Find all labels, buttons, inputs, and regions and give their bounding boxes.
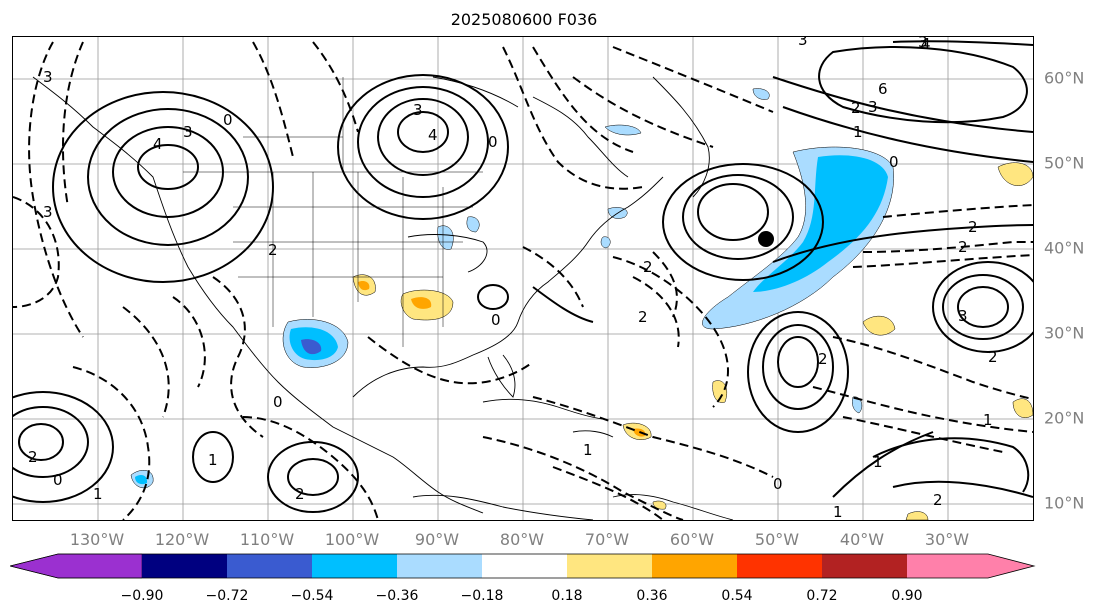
lat-label: 20°N [1044, 408, 1085, 428]
colorbar-tick: −0.36 [375, 588, 419, 604]
contour-label: 2 [268, 241, 278, 259]
colorbar-segment [10, 553, 143, 579]
colorbar [10, 553, 1036, 579]
lon-label: 40°W [839, 530, 885, 549]
contour-label: 3 [918, 37, 928, 51]
contour-label: 2 [958, 238, 968, 256]
colorbar-segment [227, 554, 312, 578]
contour-label: 3 [43, 203, 53, 221]
contour-label: 2 [638, 308, 648, 326]
colorbar-segment [652, 554, 737, 578]
map-canvas: 3 3 4 0 2 4 3 3 3 6 4 3 2 2 2 1 0 2 2 3 … [13, 37, 1033, 520]
map-panel: 3 3 4 0 2 4 3 3 3 6 4 3 2 2 2 1 0 2 2 3 … [12, 36, 1034, 521]
colorbar-tick: 0.90 [891, 588, 923, 604]
negative-contours [13, 41, 1033, 520]
colorbar-segment [312, 554, 397, 578]
contour-label: 2 [851, 99, 861, 117]
lon-label: 30°W [924, 530, 970, 549]
lon-label: 110°W [239, 530, 295, 549]
lon-label: 80°W [499, 530, 545, 549]
contour-label: 0 [53, 471, 63, 489]
contour-label: 3 [798, 37, 808, 49]
lat-label: 40°N [1044, 238, 1085, 258]
colorbar-tick: −0.18 [460, 588, 504, 604]
contour-label: 1 [208, 451, 218, 469]
contour-label: 2 [818, 350, 828, 368]
contour-label: 3 [413, 101, 423, 119]
contour-label: 1 [853, 123, 863, 141]
contour-label: 0 [223, 111, 233, 129]
colorbar-tick: 0.72 [806, 588, 838, 604]
colorbar-tick: 0.36 [636, 588, 668, 604]
contour-label: 2 [933, 491, 943, 509]
contour-label: 3 [868, 98, 878, 116]
colorbar-segment [822, 554, 907, 578]
colorbar-tick: 0.54 [721, 588, 753, 604]
contour-label: 1 [873, 453, 883, 471]
contour-label: 1 [583, 441, 593, 459]
state-borders [183, 77, 483, 347]
contour-label: 3 [183, 123, 193, 141]
contour-label: 2 [643, 258, 653, 276]
colorbar-segment [567, 554, 652, 578]
lon-label: 100°W [324, 530, 380, 549]
contour-label: 0 [773, 475, 783, 493]
colorbar-segment [907, 554, 1034, 578]
colorbar-segment [142, 554, 227, 578]
contour-label: 3 [958, 307, 968, 325]
colorbar-tick: 0.18 [551, 588, 583, 604]
contour-label: 2 [988, 348, 998, 366]
lon-label: 50°W [754, 530, 800, 549]
contour-label: 2 [28, 448, 38, 466]
lon-label: 70°W [584, 530, 630, 549]
colorbar-tick: −0.54 [290, 588, 334, 604]
colorbar-segment [482, 554, 567, 578]
contour-label: 2 [968, 218, 978, 236]
contour-label: 0 [889, 153, 899, 171]
positive-contours [13, 40, 1033, 513]
lat-label: 10°N [1044, 493, 1085, 513]
contour-label: 4 [921, 37, 931, 53]
contour-label: 6 [878, 80, 888, 98]
colorbar-tick: −0.72 [205, 588, 249, 604]
lon-label: 130°W [69, 530, 125, 549]
contour-label: 4 [428, 126, 438, 144]
colorbar-segment [397, 554, 482, 578]
lat-label: 50°N [1044, 153, 1085, 173]
contour-labels: 3 3 4 0 2 4 3 3 3 6 4 3 2 2 2 1 0 2 2 3 … [28, 37, 998, 520]
map-title: 2025080600 F036 [450, 10, 598, 29]
contour-label: 1 [833, 503, 843, 520]
contour-label: 0 [273, 393, 283, 411]
contour-label: 4 [153, 135, 163, 153]
contour-label: 1 [983, 411, 993, 429]
contour-label: 0 [488, 133, 498, 151]
coastlines [32, 76, 734, 520]
shaded-fields [130, 88, 1033, 520]
lat-label: 30°N [1044, 323, 1085, 343]
contour-label: 0 [491, 311, 501, 329]
contour-label: 3 [43, 68, 53, 86]
contour-label: 1 [93, 485, 103, 503]
lon-label: 60°W [669, 530, 715, 549]
marker-dot [758, 231, 774, 247]
lon-label: 90°W [414, 530, 460, 549]
lon-label: 120°W [154, 530, 210, 549]
colorbar-tick: −0.90 [120, 588, 164, 604]
lat-label: 60°N [1044, 68, 1085, 88]
contour-label: 2 [295, 485, 305, 503]
colorbar-segment [737, 554, 822, 578]
